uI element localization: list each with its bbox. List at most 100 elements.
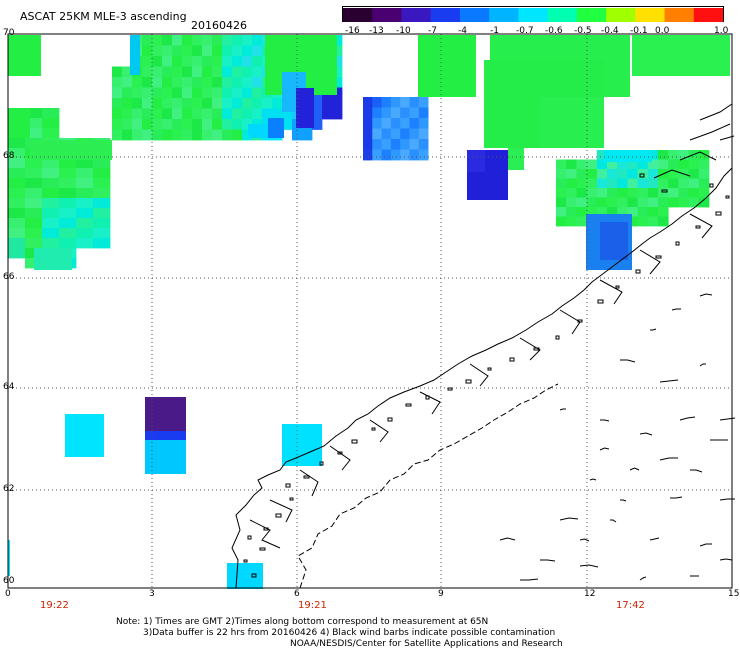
swath-cell — [122, 108, 133, 120]
swath-cell — [302, 129, 313, 141]
swath-cell — [222, 87, 233, 99]
swath-cell — [112, 66, 123, 78]
swath-cell — [192, 87, 203, 99]
swath-cell — [42, 118, 60, 129]
colorbar-swatch — [693, 8, 724, 22]
swath-cell — [566, 169, 577, 179]
swath-cell — [25, 258, 43, 269]
swath-cell — [607, 197, 618, 208]
swath-cell — [678, 197, 689, 208]
wind-swaths — [8, 35, 730, 589]
swath-cell — [112, 108, 123, 120]
swath-cell — [42, 128, 60, 139]
swath-cell — [658, 178, 669, 189]
swath-cell — [312, 108, 323, 120]
swath-cell — [332, 35, 343, 46]
swath-cell — [390, 149, 401, 161]
swath-cell — [182, 87, 193, 99]
swath-cell — [8, 148, 26, 159]
swath-cell — [647, 207, 659, 217]
y-tick-label: 60 — [3, 576, 15, 586]
swath-cell — [59, 168, 77, 179]
swath-cell — [418, 118, 429, 129]
swath-cell — [182, 35, 193, 46]
swath-cell — [8, 35, 41, 76]
swath-cell — [59, 238, 77, 249]
swath-cell — [688, 178, 700, 189]
swath-cell — [162, 45, 173, 57]
swath-cell — [222, 129, 233, 141]
swath-cell — [576, 169, 587, 179]
swath-cell — [418, 139, 429, 150]
swath-cell — [152, 35, 163, 46]
swath-cell — [25, 158, 43, 169]
swath-cell — [162, 108, 173, 120]
swath-cell — [607, 207, 618, 217]
swath-cell — [232, 66, 243, 78]
swath-cell — [668, 197, 679, 208]
swath-cell — [381, 107, 392, 119]
swath-cell — [172, 98, 183, 109]
swath-cell — [212, 45, 223, 57]
colorbar-label: 1.0 — [714, 26, 729, 36]
swath-cell — [232, 108, 243, 120]
colorbar-label: -1 — [490, 26, 499, 36]
swath-cell — [132, 77, 143, 88]
swath-cell — [540, 97, 604, 147]
swath-cell — [252, 56, 263, 67]
swath-cell — [172, 45, 183, 57]
swath-cell — [112, 98, 123, 109]
swath-cell — [698, 197, 710, 208]
swath-cell — [8, 168, 26, 179]
swath-cell — [586, 197, 598, 208]
swath-cell — [617, 188, 628, 198]
swath-cell — [25, 238, 43, 249]
swath-cell — [576, 197, 587, 208]
swath-cell — [59, 188, 77, 199]
swath-cell — [152, 108, 163, 120]
y-tick-label: 64 — [3, 382, 15, 392]
swath-cell — [658, 188, 669, 198]
swath-cell — [668, 150, 679, 160]
swath-cell — [59, 228, 77, 239]
swath-cell — [132, 119, 143, 130]
swath-cell — [172, 119, 183, 130]
swath-cell — [132, 98, 143, 109]
swath-cell — [202, 45, 213, 57]
swath-cell — [390, 97, 401, 108]
swath-cell — [322, 108, 333, 120]
swath-cell — [42, 218, 60, 229]
swath-cell — [202, 56, 213, 67]
swath-cell — [122, 119, 133, 130]
swath-cell — [688, 169, 700, 179]
colorbar-swatch — [664, 8, 695, 22]
swath-cell — [152, 87, 163, 99]
swath-cell — [25, 218, 43, 229]
y-tick-label: 68 — [3, 151, 15, 161]
swath-cell — [556, 159, 567, 170]
swath-cell — [93, 168, 111, 179]
swath-cell — [142, 56, 153, 67]
swath-cell — [668, 169, 679, 179]
swath-cell — [566, 197, 577, 208]
swath-cell — [418, 128, 429, 140]
swath-cell — [93, 158, 111, 169]
colorbar-label: -10 — [396, 26, 411, 36]
swath-cell — [232, 35, 243, 46]
swath-cell — [232, 45, 243, 57]
swath-cell — [596, 159, 608, 170]
swath-cell — [162, 129, 173, 141]
swath-cell — [637, 216, 649, 227]
swath-cell — [142, 87, 153, 99]
swath-cell — [668, 159, 679, 170]
swath-cell — [607, 188, 618, 198]
swath-cell — [576, 178, 587, 189]
swath-cell — [25, 198, 43, 209]
swath-cell — [600, 222, 628, 260]
swath-cell — [242, 45, 253, 57]
swath-cell — [132, 129, 143, 141]
swath-cell — [252, 98, 263, 109]
swath-cell — [76, 228, 94, 239]
swath-cell — [627, 169, 638, 179]
swath-cell — [142, 129, 153, 141]
